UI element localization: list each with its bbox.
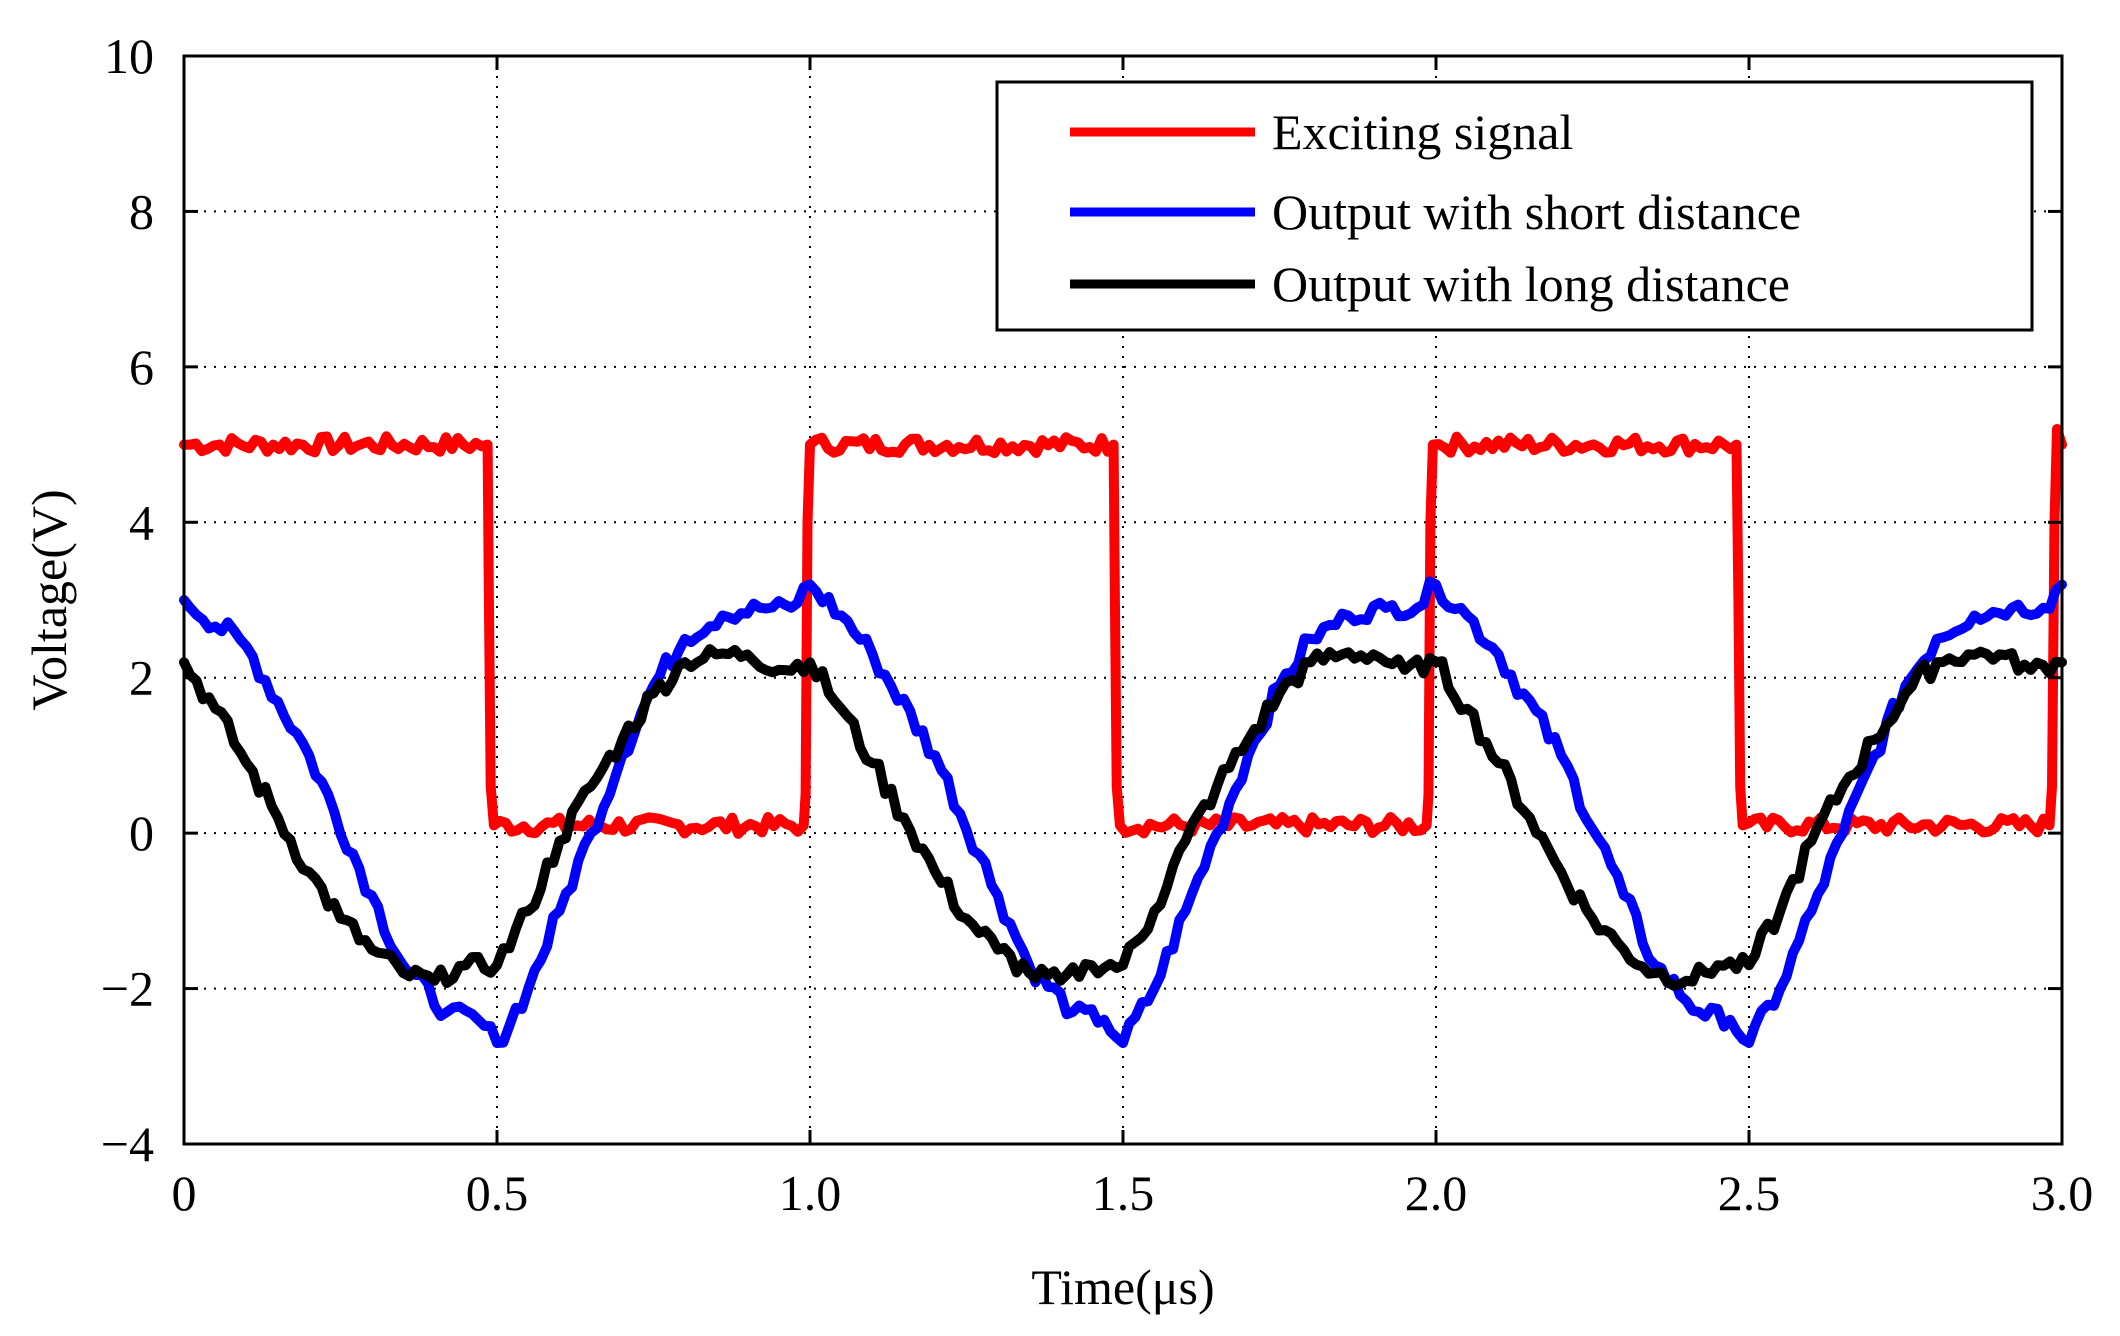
legend-box (995, 80, 2034, 332)
x-tick-label: 2.5 (1718, 1165, 1781, 1221)
y-tick-label: −2 (101, 961, 154, 1017)
legend-label-short: Output with short distance (1272, 184, 1801, 240)
series-line-0 (179, 424, 2067, 839)
legend: Exciting signal Output with short distan… (995, 80, 2034, 332)
x-tick-label: 2.0 (1405, 1165, 1468, 1221)
y-tick-label: 0 (129, 805, 154, 861)
y-tick-label: 2 (129, 650, 154, 706)
series-line-1 (179, 576, 2067, 1048)
x-tick-label: 0.5 (466, 1165, 529, 1221)
y-axis-label: Voltage(V) (21, 489, 77, 710)
x-tick-label: 1.5 (1092, 1165, 1155, 1221)
legend-label-exciting: Exciting signal (1272, 104, 1573, 160)
y-tick-label: 6 (129, 339, 154, 395)
x-tick-label: 1.0 (779, 1165, 842, 1221)
y-tick-label: 8 (129, 183, 154, 239)
ticks: 0 0.5 1.0 1.5 2.0 2.5 3.0 −4 −2 0 2 4 6 8 10 (101, 28, 2093, 1221)
x-axis-label: Time(μs) (1031, 1259, 1214, 1315)
y-tick-label: 4 (129, 494, 154, 550)
legend-label-long: Output with long distance (1272, 256, 1790, 312)
x-tick-label: 0 (172, 1165, 197, 1221)
y-tick-label: 10 (104, 28, 154, 84)
series-line-2 (179, 644, 2067, 991)
y-tick-label: −4 (101, 1116, 154, 1172)
x-tick-label: 3.0 (2031, 1165, 2094, 1221)
series-layer (179, 424, 2067, 1048)
